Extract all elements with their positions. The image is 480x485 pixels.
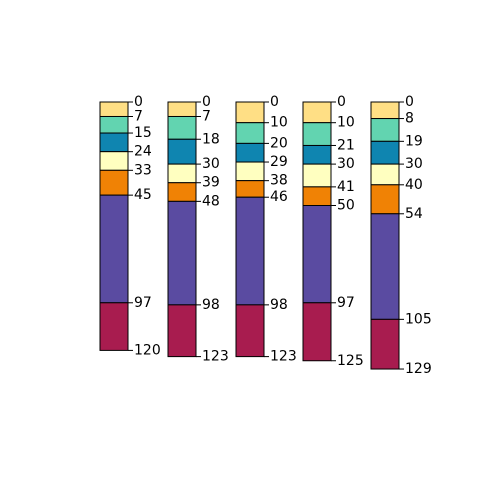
- profile-2-label-7: 98: [202, 297, 220, 313]
- profile-5-layer-2: [370, 118, 400, 142]
- profile-3-label-1: 0: [270, 94, 279, 110]
- profile-4-label-1: 0: [337, 94, 346, 110]
- profile-1-label-1: 0: [134, 94, 143, 110]
- profile-4-label-8: 125: [337, 353, 364, 369]
- profile-4-layer-3: [302, 144, 332, 165]
- profile-1-label-8: 120: [134, 342, 161, 358]
- profile-column-2: 07 18 30 39 48 98 123: [167, 94, 229, 365]
- profile-2-label-8: 123: [202, 349, 229, 365]
- profile-5-label-3: 19: [405, 133, 423, 149]
- profile-5-label-7: 105: [405, 311, 432, 327]
- profile-3-layer-6: [235, 196, 265, 306]
- profile-3-layer-5: [235, 180, 265, 198]
- profile-1-layer-6: [99, 194, 129, 304]
- profile-1-label-6: 45: [134, 187, 152, 203]
- profile-5-layer-3: [370, 140, 400, 165]
- profile-2-layer-3: [167, 138, 197, 165]
- profile-2-layer-4: [167, 163, 197, 184]
- profile-1-layer-5: [99, 169, 129, 196]
- profile-1-layer-3: [99, 132, 129, 153]
- profile-4-label-7: 97: [337, 295, 355, 311]
- profile-3-layer-3: [235, 142, 265, 163]
- profile-5-label-4: 30: [405, 156, 423, 172]
- profile-4-label-2: 10: [337, 115, 355, 131]
- profile-5-label-8: 129: [405, 361, 432, 377]
- profile-3-label-2: 10: [270, 115, 288, 131]
- profile-3-label-3: 20: [270, 135, 288, 151]
- profile-4-layer-5: [302, 186, 332, 206]
- profile-5-layer-5: [370, 184, 400, 215]
- profile-5-label-1: 0: [405, 94, 414, 110]
- profile-1-label-2: 7: [134, 108, 143, 124]
- profile-2-layer-1: [167, 101, 197, 117]
- profile-3-layer-2: [235, 122, 265, 144]
- profile-4-layer-6: [302, 205, 332, 304]
- profile-1-label-3: 15: [134, 125, 152, 141]
- profile-2-layer-7: [167, 304, 197, 358]
- profile-column-5: 08 19 30 40 54 105 129: [370, 94, 432, 377]
- profile-1-label-4: 24: [134, 144, 152, 160]
- profile-2-label-2: 7: [202, 108, 211, 124]
- profile-3-label-5: 38: [270, 173, 288, 189]
- profile-5-layer-6: [370, 213, 400, 320]
- profile-5-layer-4: [370, 163, 400, 186]
- profile-1-layer-7: [99, 302, 129, 351]
- profile-4-label-3: 21: [337, 137, 355, 153]
- profile-4-layer-4: [302, 163, 332, 188]
- profile-4-label-5: 41: [337, 179, 355, 195]
- profile-2-label-5: 39: [202, 175, 220, 191]
- profile-5-label-5: 40: [405, 177, 423, 193]
- profile-4-label-4: 30: [337, 156, 355, 172]
- profile-1-layer-2: [99, 115, 129, 134]
- profile-1-layer-4: [99, 151, 129, 171]
- profile-4-layer-2: [302, 122, 332, 146]
- profile-3-layer-4: [235, 161, 265, 182]
- profile-5-label-2: 8: [405, 111, 414, 127]
- profile-2-layer-6: [167, 200, 197, 306]
- profile-3-label-8: 123: [270, 349, 297, 365]
- profile-4-label-6: 50: [337, 198, 355, 214]
- profile-1-label-7: 97: [134, 295, 152, 311]
- profile-2-label-6: 48: [202, 193, 220, 209]
- profile-column-4: 0 10 21 30 41 50 97 125: [302, 94, 364, 369]
- profile-4-layer-7: [302, 302, 332, 362]
- profile-3-label-6: 46: [270, 189, 288, 205]
- profile-2-label-1: 0: [202, 94, 211, 110]
- profile-2-label-3: 18: [202, 131, 220, 147]
- profile-5-layer-7: [370, 318, 400, 370]
- profile-3-layer-7: [235, 304, 265, 358]
- profile-3-label-4: 29: [270, 154, 288, 170]
- profile-4-layer-1: [302, 101, 332, 124]
- profile-5-layer-1: [370, 101, 400, 120]
- profile-1-label-5: 33: [134, 162, 152, 178]
- profile-3-layer-1: [235, 101, 265, 124]
- profile-2-label-4: 30: [202, 156, 220, 172]
- profile-1-layer-1: [99, 101, 129, 117]
- profile-3-label-7: 98: [270, 297, 288, 313]
- profile-2-layer-2: [167, 115, 197, 140]
- profile-5-label-6: 54: [405, 206, 423, 222]
- profile-2-layer-5: [167, 182, 197, 202]
